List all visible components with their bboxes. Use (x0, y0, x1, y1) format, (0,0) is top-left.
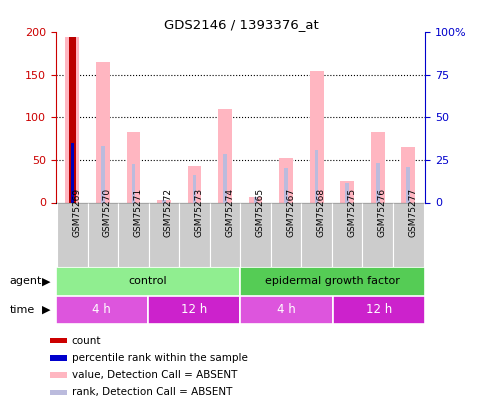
Bar (50, 338, 67, 343)
Bar (223, 154, 227, 202)
Bar (71, 143, 74, 202)
Bar (362, 202, 393, 267)
Text: GSM75272: GSM75272 (164, 188, 173, 237)
Text: GSM75265: GSM75265 (256, 188, 265, 237)
Text: GSM75276: GSM75276 (378, 188, 387, 237)
Bar (50, 390, 67, 395)
Text: GSM75274: GSM75274 (225, 188, 234, 237)
Bar (218, 109, 232, 202)
Bar (284, 168, 288, 202)
Bar (101, 145, 105, 202)
Bar (371, 132, 384, 202)
Text: ▶: ▶ (42, 277, 50, 286)
Bar (56, 267, 241, 296)
Bar (341, 181, 354, 202)
Bar (401, 147, 415, 202)
Bar (57, 202, 87, 267)
Bar (118, 202, 149, 267)
Text: 4 h: 4 h (92, 303, 111, 316)
Text: epidermal growth factor: epidermal growth factor (265, 277, 400, 286)
Text: time: time (10, 305, 35, 315)
Bar (66, 37, 79, 202)
Bar (162, 200, 166, 202)
Text: 12 h: 12 h (366, 303, 392, 316)
Bar (271, 202, 301, 267)
Bar (310, 71, 324, 202)
Bar (149, 202, 179, 267)
Bar (69, 37, 76, 202)
Text: agent: agent (10, 277, 42, 286)
Bar (187, 166, 201, 202)
Text: 4 h: 4 h (277, 303, 296, 316)
Text: control: control (128, 277, 167, 286)
Bar (50, 373, 67, 378)
Bar (345, 183, 349, 202)
Bar (56, 296, 148, 324)
Bar (179, 202, 210, 267)
Bar (393, 202, 424, 267)
Text: GSM75269: GSM75269 (72, 188, 81, 237)
Text: GSM75273: GSM75273 (195, 188, 203, 237)
Bar (249, 196, 262, 202)
Text: GSM75267: GSM75267 (286, 188, 295, 237)
Text: ▶: ▶ (42, 305, 50, 315)
Text: GSM75277: GSM75277 (408, 188, 417, 237)
Text: GSM75270: GSM75270 (103, 188, 112, 237)
Text: rank, Detection Call = ABSENT: rank, Detection Call = ABSENT (71, 387, 232, 397)
Bar (148, 296, 241, 324)
Bar (87, 202, 118, 267)
Bar (131, 164, 135, 202)
Text: GSM75275: GSM75275 (347, 188, 356, 237)
Text: 12 h: 12 h (181, 303, 207, 316)
Text: value, Detection Call = ABSENT: value, Detection Call = ABSENT (71, 370, 237, 380)
Text: GSM75268: GSM75268 (317, 188, 326, 237)
Bar (71, 143, 74, 202)
Bar (301, 202, 332, 267)
Bar (254, 196, 257, 202)
Text: GDS2146 / 1393376_at: GDS2146 / 1393376_at (164, 18, 319, 31)
Bar (241, 202, 271, 267)
Bar (315, 150, 318, 202)
Bar (332, 202, 362, 267)
Bar (333, 296, 425, 324)
Bar (241, 296, 333, 324)
Text: percentile rank within the sample: percentile rank within the sample (71, 353, 247, 363)
Bar (376, 162, 380, 202)
Text: count: count (71, 336, 101, 346)
Bar (127, 132, 140, 202)
Bar (157, 200, 171, 202)
Bar (96, 62, 110, 202)
Bar (406, 167, 410, 202)
Text: GSM75271: GSM75271 (133, 188, 142, 237)
Bar (193, 175, 196, 202)
Bar (241, 267, 425, 296)
Bar (210, 202, 241, 267)
Bar (50, 355, 67, 360)
Bar (279, 158, 293, 202)
